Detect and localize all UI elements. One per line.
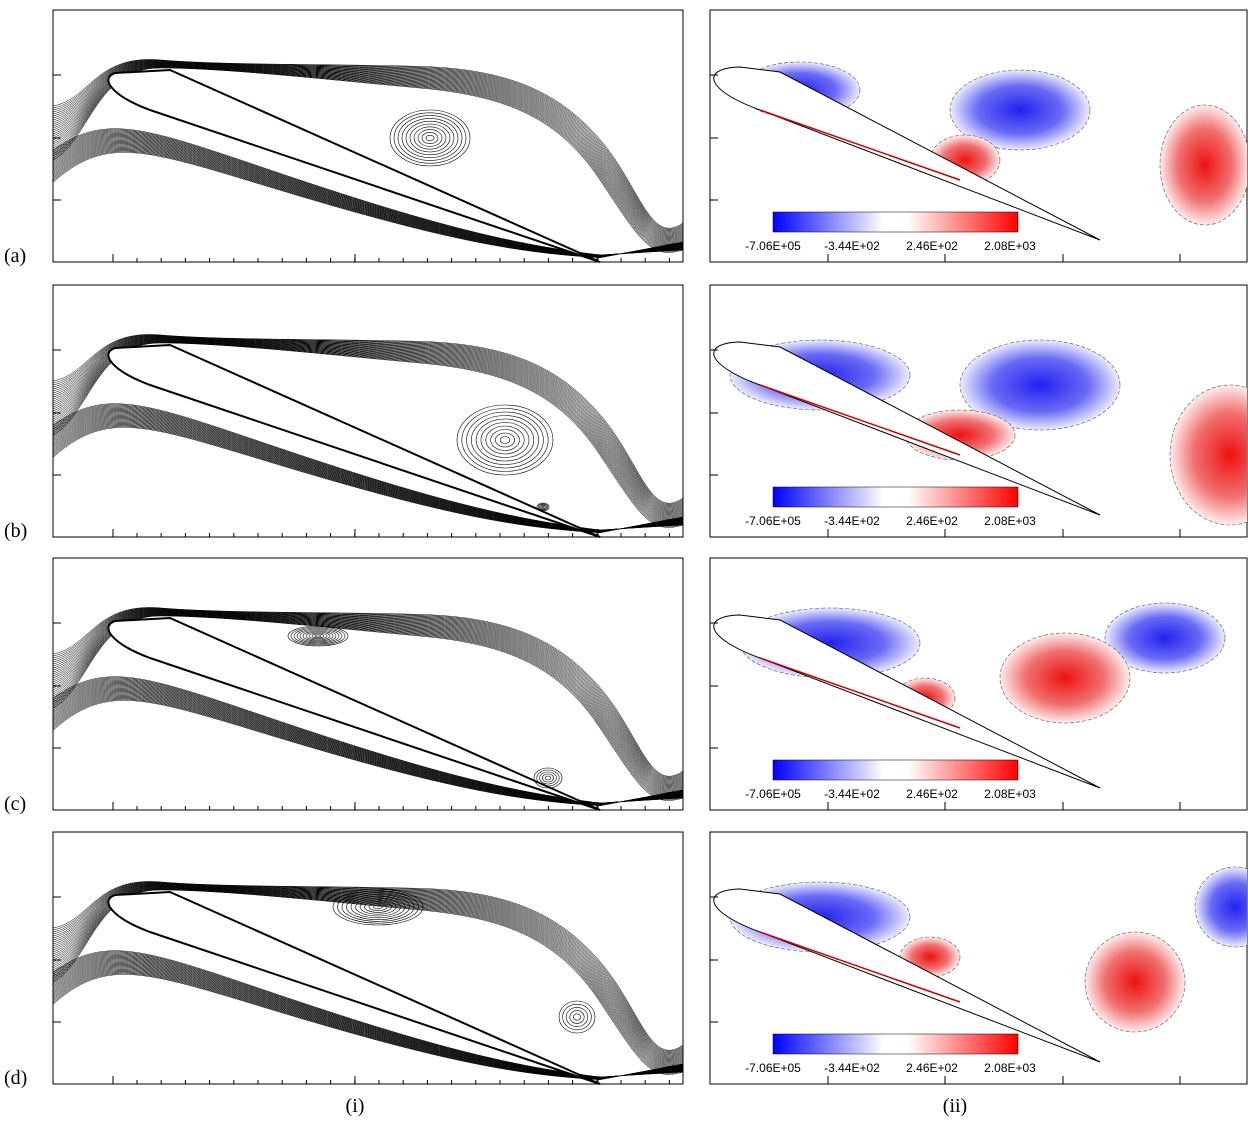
panel-label: (d): [4, 1067, 27, 1089]
colorbar-label: 2.08E+03: [984, 514, 1036, 528]
colorbar-label: 2.46E+02: [906, 787, 958, 801]
colorbar-label: -7.06E+05: [745, 1061, 801, 1075]
colorbar-label: -3.44E+02: [824, 787, 880, 801]
colorbar-label: 2.08E+03: [984, 1061, 1036, 1075]
colorbar-label: -7.06E+05: [745, 787, 801, 801]
panel-label: (b): [4, 520, 27, 542]
colorbar-label: 2.08E+03: [984, 787, 1036, 801]
panel-row: (a) -7.06E+05 -3.44E+02 2.46E+02 2.08E+03: [4, 10, 1248, 267]
panel-row: (c) -7.06E+05 -3.44E+02 2.46E+02 2.08E+03: [4, 558, 1247, 815]
panel-row: (b) -7.06E+05 -3.44E+02 2.46E+02 2.08E+03: [4, 285, 1248, 542]
positive-vortex: [1000, 633, 1130, 723]
colorbar-label: 2.46E+02: [906, 1061, 958, 1075]
panel-row: (d) -7.06E+05 -3.44E+02 2.46E+02 2.08E+03: [4, 832, 1248, 1089]
colorbar-label: 2.46E+02: [906, 239, 958, 253]
page-body: {"rows": [ {"label": "(a)", "colorbar_ti…: [0, 0, 1248, 1122]
colorbar: [773, 487, 1018, 507]
streamline-frame: [53, 10, 683, 262]
colorbar-label: -3.44E+02: [824, 239, 880, 253]
colorbar: [773, 760, 1018, 780]
colorbar-label: 2.08E+03: [984, 239, 1036, 253]
figure: (i) (ii) (a) -7.06E+05 -3.44E+02 2.46E+02 2.…: [0, 0, 1248, 1122]
colorbar: [773, 1034, 1018, 1054]
colorbar-label: -3.44E+02: [824, 514, 880, 528]
column-label: (ii): [943, 1095, 967, 1117]
positive-vortex: [1160, 105, 1248, 225]
page: body { margin: 0; background: #fff; font…: [0, 0, 1248, 1122]
colorbar: [773, 212, 1018, 232]
streamline-frame: [53, 285, 683, 537]
colorbar-label: -3.44E+02: [824, 1061, 880, 1075]
panel-label: (a): [4, 245, 26, 267]
colorbar-label: -7.06E+05: [745, 514, 801, 528]
positive-vortex: [1085, 932, 1185, 1032]
colorbar-label: 2.46E+02: [906, 514, 958, 528]
streamline-frame: [53, 832, 683, 1084]
column-label: (i): [346, 1095, 365, 1117]
panel-label: (c): [4, 793, 26, 815]
streamline-frame: [53, 558, 683, 810]
colorbar-label: -7.06E+05: [745, 239, 801, 253]
